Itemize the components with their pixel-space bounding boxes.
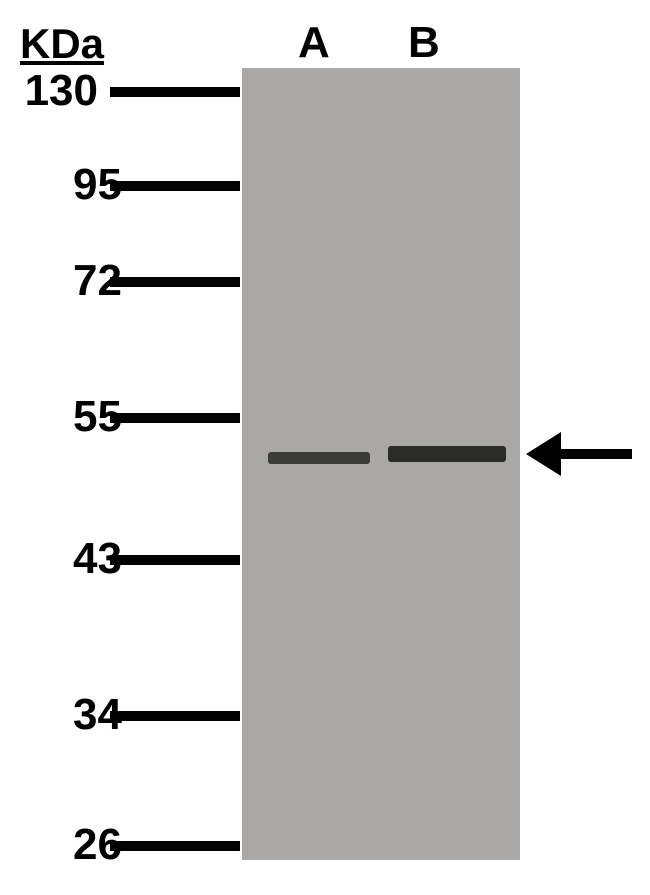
blot-membrane [242, 68, 520, 860]
arrow-indicator-head [526, 432, 561, 476]
unit-label: KDa [20, 20, 104, 68]
western-blot-figure: KDa A B 130 95 72 55 43 34 26 [0, 0, 650, 895]
weight-label: 95 [32, 160, 122, 210]
weight-tick [110, 87, 240, 97]
weight-tick [110, 413, 240, 423]
weight-tick [110, 181, 240, 191]
weight-tick [110, 555, 240, 565]
arrow-indicator-tail [560, 449, 632, 459]
weight-label: 34 [32, 690, 122, 740]
weight-label: 130 [8, 66, 98, 116]
weight-label: 72 [32, 256, 122, 306]
band-lane-b [388, 446, 506, 462]
band-lane-a [268, 452, 370, 464]
weight-tick [110, 277, 240, 287]
weight-label: 43 [32, 534, 122, 584]
lane-label-b: B [408, 18, 440, 68]
weight-tick [110, 711, 240, 721]
lane-label-a: A [298, 18, 330, 68]
weight-label: 26 [32, 820, 122, 870]
weight-label: 55 [32, 392, 122, 442]
weight-tick [110, 841, 240, 851]
